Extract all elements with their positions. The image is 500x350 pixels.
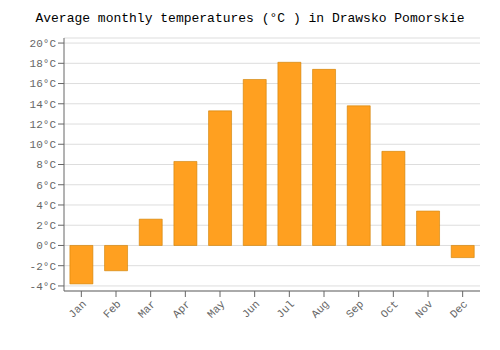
svg-text:0°C: 0°C [36, 240, 56, 252]
svg-text:Jul: Jul [274, 298, 296, 320]
svg-text:4°C: 4°C [36, 200, 56, 212]
svg-text:2°C: 2°C [36, 220, 56, 232]
svg-text:Nov: Nov [413, 298, 436, 321]
svg-text:8°C: 8°C [36, 159, 56, 171]
svg-text:16°C: 16°C [30, 78, 57, 90]
svg-text:20°C: 20°C [30, 38, 57, 50]
svg-text:-2°C: -2°C [30, 261, 57, 273]
svg-text:Apr: Apr [170, 298, 192, 320]
svg-text:12°C: 12°C [30, 119, 57, 131]
svg-text:Dec: Dec [448, 298, 470, 320]
svg-text:14°C: 14°C [30, 99, 57, 111]
svg-text:Feb: Feb [101, 298, 123, 320]
svg-text:Oct: Oct [378, 298, 400, 320]
svg-text:Sep: Sep [344, 298, 366, 320]
svg-text:Mar: Mar [136, 298, 158, 320]
svg-text:Jan: Jan [66, 298, 88, 320]
svg-text:May: May [205, 298, 228, 321]
svg-text:10°C: 10°C [30, 139, 57, 151]
svg-text:-4°C: -4°C [30, 281, 57, 293]
svg-text:18°C: 18°C [30, 58, 57, 70]
html-text:Average monthly temperatures (: Average monthly temperatures (°C ) in Dr… [35, 11, 465, 26]
svg-text:Jun: Jun [240, 298, 262, 320]
svg-text:6°C: 6°C [36, 180, 56, 192]
svg-text:Aug: Aug [309, 298, 331, 320]
